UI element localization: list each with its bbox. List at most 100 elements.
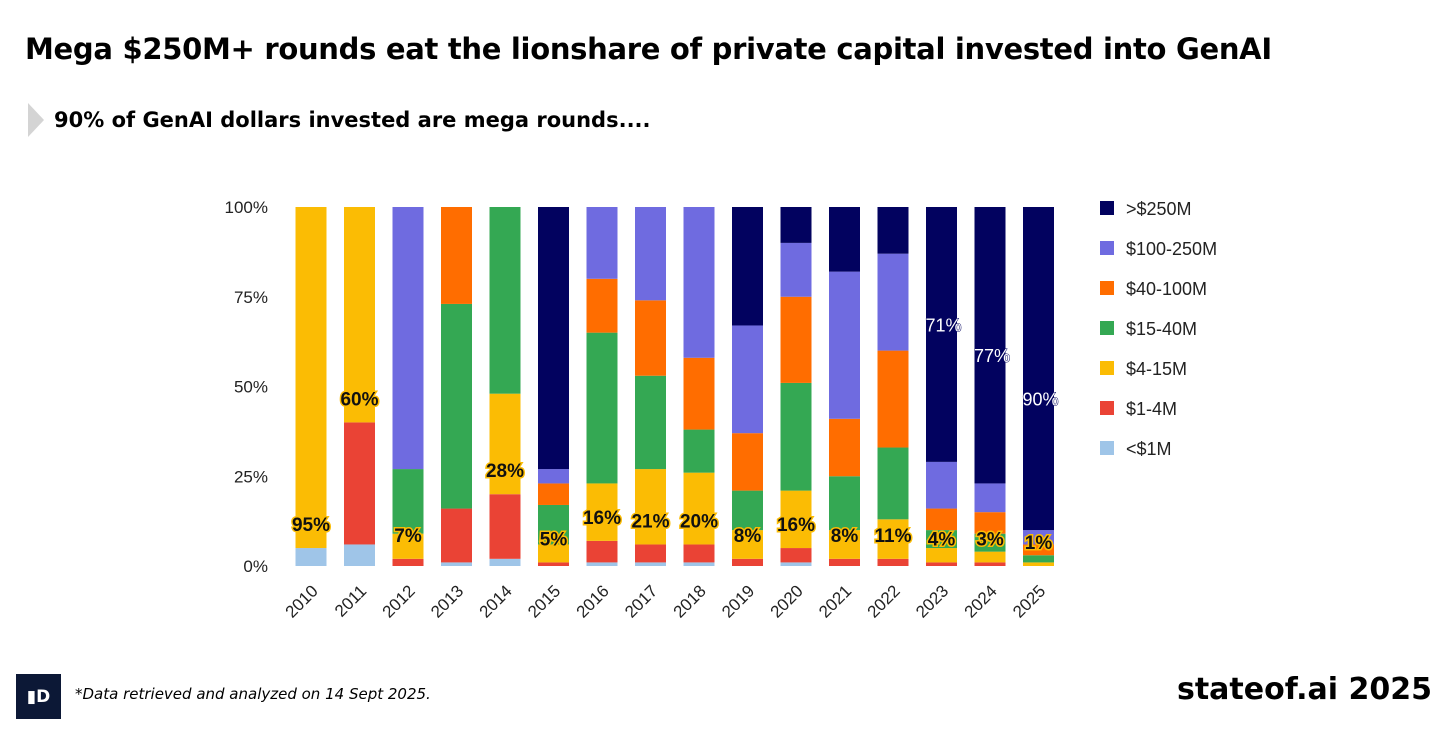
bar-segment: [586, 207, 618, 279]
bar-segment: [441, 207, 472, 304]
legend-label: $100-250M: [1126, 239, 1217, 259]
data-label-4-15m: 11%: [875, 526, 912, 547]
bar-segment: [538, 483, 569, 505]
bar-segment: [635, 207, 666, 301]
bar-segment: [926, 207, 957, 462]
bar-segment: [489, 558, 521, 566]
legend-label: $4-15M: [1126, 359, 1187, 379]
bar-segment: [441, 562, 472, 566]
bar-segment: [392, 533, 424, 559]
bar-segment: [732, 325, 763, 434]
bar-segment: [392, 558, 424, 566]
data-label-250m: 90%: [1022, 390, 1058, 410]
bar-segment: [926, 461, 957, 509]
bar-segment: [635, 562, 666, 566]
bar-segment: [683, 357, 715, 430]
data-label-4-15m: 21%: [631, 511, 669, 532]
legend-swatch: [1100, 241, 1114, 255]
bar-segment: [441, 303, 472, 509]
data-label-250m: 71%: [925, 315, 961, 335]
bar-segment: [489, 494, 521, 559]
bar-segment: [780, 490, 812, 549]
page-title: Mega $250M+ rounds eat the lionshare of …: [25, 32, 1272, 66]
bar-segment: [732, 207, 763, 326]
bar-segment: [489, 207, 521, 394]
data-label-4-15m: 7%: [394, 526, 422, 547]
bar-segment: [974, 562, 1006, 566]
y-tick-label: 75%: [234, 288, 268, 307]
bar-segment: [635, 544, 666, 563]
legend-label: $40-100M: [1126, 279, 1207, 299]
bar-segment: [780, 548, 812, 563]
bar-segment: [489, 393, 521, 495]
bar-segment: [1023, 544, 1054, 556]
bar-segment: [974, 483, 1006, 513]
legend-swatch: [1100, 321, 1114, 335]
subtitle-row: 90% of GenAI dollars invested are mega r…: [28, 103, 651, 137]
bar-segment: [926, 562, 957, 566]
bar-segment: [683, 429, 715, 473]
bar-segment: [877, 253, 909, 351]
bar-segment: [829, 530, 860, 559]
brand-label: stateof.ai 2025: [1176, 672, 1432, 707]
legend-swatch: [1100, 281, 1114, 295]
bar-segment: [877, 350, 909, 448]
bar-segment: [295, 207, 327, 549]
y-tick-label: 50%: [234, 378, 268, 397]
data-label-250m: 77%: [974, 346, 1010, 366]
subtitle: 90% of GenAI dollars invested are mega r…: [54, 108, 651, 132]
legend-swatch: [1100, 201, 1114, 215]
bar-segment: [1023, 530, 1054, 545]
bar-segment: [683, 562, 715, 566]
data-label-4-15m: 28%: [486, 461, 524, 482]
bar-segment: [780, 207, 812, 243]
bar-segment: [538, 207, 569, 470]
bar-segment: [877, 207, 909, 254]
footnote: *Data retrieved and analyzed on 14 Sept …: [75, 685, 431, 703]
bar-segment: [926, 530, 957, 549]
bar-segment: [829, 271, 860, 419]
bar-segment: [780, 296, 812, 383]
bar-segment: [926, 508, 957, 531]
data-label-4-15m: 16%: [777, 515, 815, 536]
bar-segment: [586, 562, 618, 566]
x-tick-label: 2023: [912, 581, 952, 621]
bar-segment: [392, 469, 424, 534]
bar-segment: [635, 300, 666, 376]
legend-label: $15-40M: [1126, 319, 1197, 339]
bar-segment: [683, 472, 715, 545]
bar-segment: [683, 544, 715, 563]
x-tick-label: 2016: [573, 581, 613, 621]
bar-segment: [683, 207, 715, 358]
bar-segment: [780, 562, 812, 566]
bar-segment: [1023, 555, 1054, 563]
bar-segment: [586, 332, 618, 484]
y-tick-label: 100%: [225, 198, 268, 217]
legend-label: $1-4M: [1126, 399, 1177, 419]
bar-segment: [829, 476, 860, 531]
x-tick-label: 2024: [961, 581, 1001, 621]
bar-segment: [586, 483, 618, 541]
bar-segment: [780, 242, 812, 297]
x-tick-label: 2017: [621, 581, 661, 621]
chevron-right-icon: [28, 103, 44, 137]
x-tick-label: 2022: [864, 581, 904, 621]
bar-segment: [344, 544, 375, 566]
data-label-4-15m: 20%: [680, 511, 718, 532]
bar-segment: [829, 558, 860, 566]
legend-swatch: [1100, 401, 1114, 415]
x-tick-label: 2015: [524, 581, 564, 621]
legend-label: >$250M: [1126, 199, 1192, 219]
bar-segment: [344, 422, 375, 545]
bar-segment: [344, 207, 375, 423]
data-label-4-15m: 3%: [976, 529, 1004, 550]
x-tick-label: 2021: [815, 581, 855, 621]
bar-segment: [586, 540, 618, 563]
bar-segment: [974, 551, 1006, 563]
bar-segment: [732, 490, 763, 531]
bar-segment: [441, 508, 472, 563]
x-tick-label: 2013: [427, 581, 467, 621]
x-tick-label: 2010: [282, 581, 322, 621]
data-label-4-15m: 5%: [540, 529, 568, 550]
